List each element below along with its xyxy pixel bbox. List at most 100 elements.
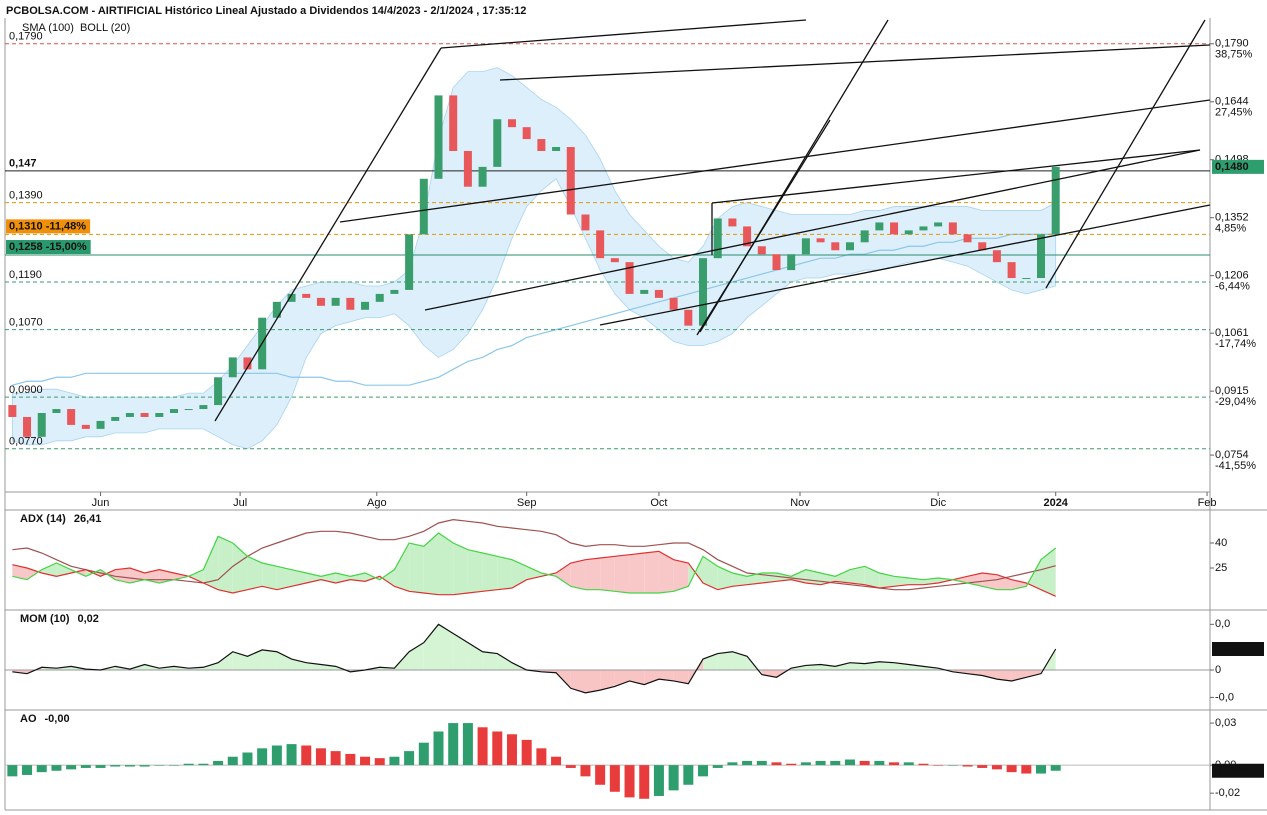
momentum-fill: [1026, 670, 1042, 678]
momentum-fill: [600, 670, 615, 691]
di-fill: [570, 559, 586, 590]
candle-body: [992, 250, 1001, 263]
trend-line: [424, 149, 1201, 311]
ao-bar: [800, 762, 811, 766]
candle-body: [316, 297, 325, 306]
di-fill: [541, 573, 557, 577]
di-fill: [409, 543, 424, 593]
momentum-fill: [320, 664, 336, 671]
candle-body: [1007, 262, 1016, 279]
di-fill: [291, 569, 307, 587]
di-fill: [276, 566, 292, 590]
candle-body: [405, 234, 414, 290]
trend-line: [499, 44, 1211, 81]
ao-bar: [492, 731, 503, 766]
candle-body: [361, 301, 370, 310]
panel-title: AO: [20, 713, 37, 725]
ao-bar: [903, 762, 914, 766]
momentum-fill: [570, 670, 586, 693]
candle-body: [331, 297, 340, 306]
momentum-fill: [497, 653, 512, 671]
ao-bar: [168, 765, 179, 766]
trend-line: [1045, 19, 1206, 289]
ao-bar: [712, 765, 723, 768]
candle-body: [346, 297, 355, 310]
y-tick-note: 4,85%: [1215, 223, 1246, 235]
ao-bar: [95, 765, 106, 768]
di-fill: [835, 569, 850, 583]
ao-bar: [1036, 765, 1047, 774]
ao-bar: [154, 765, 165, 766]
x-tick-label: Dic: [930, 497, 946, 509]
ao-bar: [213, 760, 224, 766]
ao-bar: [698, 765, 709, 777]
x-tick-label: Jul: [233, 497, 247, 509]
ao-bar: [242, 752, 253, 766]
candle-body: [463, 150, 472, 187]
x-tick-label: Jun: [92, 497, 110, 509]
candle-body: [52, 409, 61, 413]
candle-body: [537, 139, 546, 151]
di-fill: [203, 536, 219, 590]
di-fill: [732, 573, 748, 587]
ao-bar: [360, 756, 371, 766]
candle-body: [640, 289, 649, 294]
level-label: 0,1790: [9, 31, 43, 43]
momentum-fill: [908, 664, 924, 671]
ao-bar: [22, 765, 33, 775]
last-value-label: -0,004: [1215, 765, 1247, 777]
candle-body: [610, 258, 619, 263]
candle-body: [919, 226, 928, 231]
ao-bar: [830, 760, 841, 766]
last-value-box: [1212, 641, 1264, 656]
di-fill: [585, 558, 601, 590]
y-tick-note: -29,04%: [1215, 396, 1256, 408]
ao-bar: [462, 723, 473, 766]
ao-bar: [448, 723, 459, 766]
di-fill: [629, 553, 645, 593]
y-tick-label: 40: [1215, 537, 1227, 549]
y-tick-label: 0: [1215, 664, 1221, 676]
ao-bar: [286, 744, 297, 766]
momentum-fill: [879, 661, 895, 671]
candle-body: [743, 226, 752, 247]
candle-body: [302, 293, 311, 298]
di-fill: [218, 536, 233, 593]
di-fill: [894, 576, 909, 587]
ao-bar: [183, 763, 194, 766]
candle-body: [375, 293, 384, 302]
indicator-line: [12, 550, 1056, 597]
candle-body: [772, 254, 781, 271]
ao-bar: [110, 765, 121, 767]
ao-bar: [947, 765, 958, 766]
di-fill: [350, 573, 366, 582]
candle-body: [287, 293, 296, 302]
candle-body: [757, 246, 766, 255]
candle-body: [816, 238, 825, 243]
ao-bar: [933, 765, 944, 766]
y-tick-label: 0,1352: [1215, 212, 1249, 224]
di-fill: [173, 573, 189, 580]
ao-bar: [1050, 765, 1061, 771]
last-value-label: 0,023: [1215, 643, 1243, 655]
candle-body: [1051, 166, 1060, 235]
y-tick-note: -17,74%: [1215, 338, 1256, 350]
momentum-fill: [482, 651, 498, 671]
level-label: 0,1390: [9, 190, 43, 202]
level-label: 0,0900: [9, 384, 43, 396]
di-fill: [658, 551, 674, 593]
candle-body: [934, 222, 943, 227]
last-value-box: [1212, 763, 1264, 778]
indicator-line: [12, 532, 1057, 594]
momentum-line: [12, 623, 1057, 694]
ao-bar: [139, 765, 150, 767]
momentum-fill: [805, 664, 821, 671]
ao-bar: [80, 765, 91, 768]
di-fill: [849, 566, 865, 585]
candle-body: [272, 301, 281, 318]
momentum-fill: [409, 642, 424, 671]
level-label: 0,1310 -11,48%: [9, 220, 86, 232]
ao-bar: [683, 765, 694, 785]
ao-bar: [595, 765, 606, 785]
